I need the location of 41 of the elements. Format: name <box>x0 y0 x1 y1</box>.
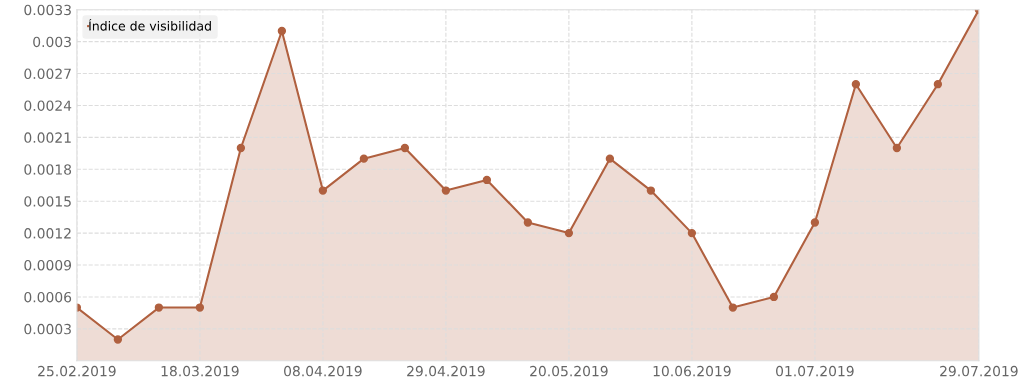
point <box>687 228 697 238</box>
x-tick-label: 08.04.2019 <box>284 365 362 377</box>
legend-label: Índice de visibilidad <box>89 18 211 31</box>
point <box>564 228 574 238</box>
point <box>810 218 820 227</box>
point <box>236 143 246 153</box>
y-tick-label: 0.0027 <box>24 68 71 80</box>
y-tick-label: 0.0018 <box>24 164 72 175</box>
point <box>195 303 205 312</box>
x-tick-label: 29.07.2019 <box>940 365 1018 377</box>
point <box>728 303 738 312</box>
y-tick-label: 0.0009 <box>24 259 72 271</box>
x-tick-label: 18.03.2019 <box>161 365 239 377</box>
x-tick-label: 29.04.2019 <box>407 365 485 377</box>
x-tick-label: 25.02.2019 <box>38 365 116 377</box>
point <box>769 292 779 302</box>
y-tick-label: 0.0015 <box>24 196 71 207</box>
point <box>277 26 287 36</box>
point <box>605 154 615 163</box>
point <box>154 303 164 312</box>
point <box>892 143 902 153</box>
point <box>933 80 943 89</box>
y-tick-label: 0.0024 <box>24 100 72 111</box>
point <box>400 143 410 153</box>
point <box>646 186 656 195</box>
y-tick-label: 0.0021 <box>24 132 71 143</box>
point <box>523 218 533 227</box>
point <box>851 80 861 89</box>
y-tick-label: 0.0012 <box>24 228 71 239</box>
y-tick-label: 0.0033 <box>24 4 71 16</box>
x-tick-label: 01.07.2019 <box>776 365 854 377</box>
point <box>359 154 369 163</box>
x-tick-label: 10.06.2019 <box>653 365 731 377</box>
point <box>113 335 123 344</box>
y-tick-label: 0.003 <box>33 36 71 48</box>
point <box>318 186 328 195</box>
y-tick-label: 0.0006 <box>24 291 72 303</box>
point <box>441 186 451 195</box>
y-tick-label: 0.0003 <box>24 323 71 335</box>
point <box>482 175 492 185</box>
x-tick-label: 20.05.2019 <box>530 365 608 377</box>
